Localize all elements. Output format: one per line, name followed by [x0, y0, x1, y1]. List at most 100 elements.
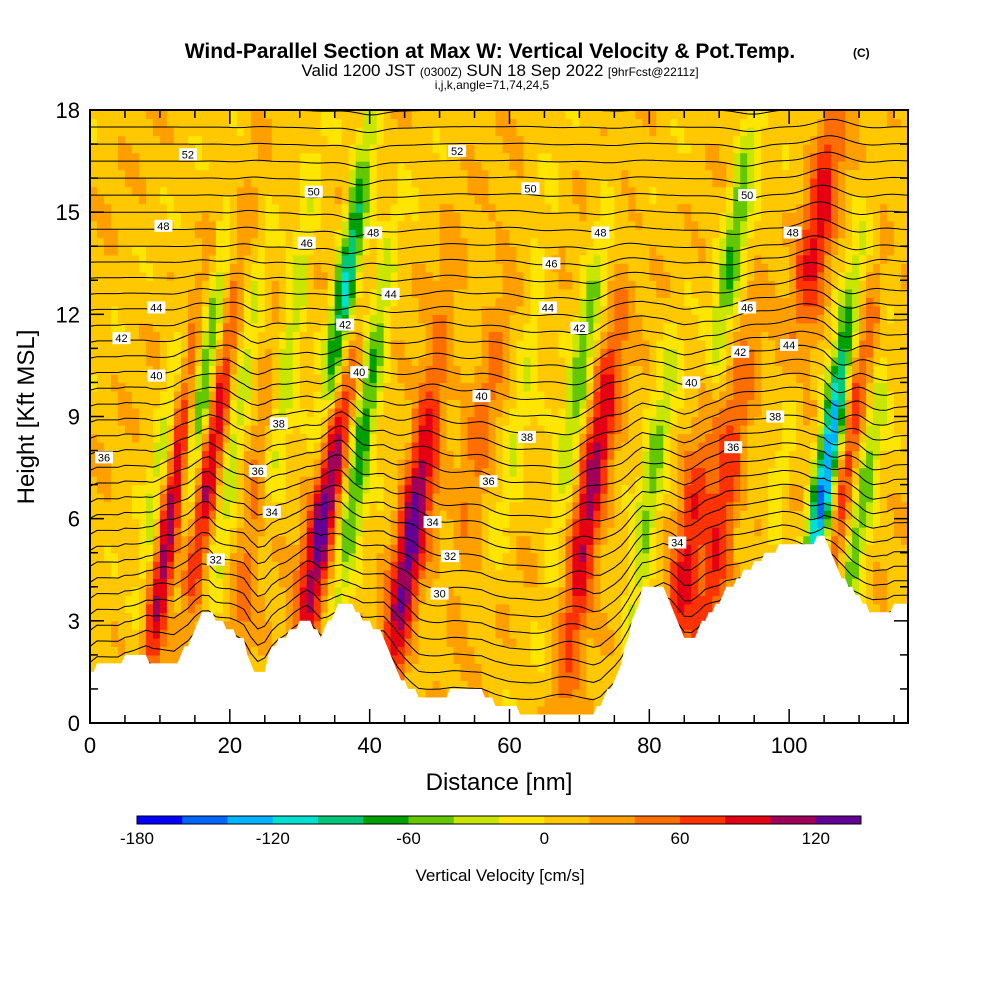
velocity-cell [474, 459, 483, 469]
velocity-cell [250, 178, 259, 188]
velocity-cell [271, 450, 280, 460]
velocity-cell [96, 467, 105, 477]
velocity-cell [502, 680, 511, 690]
velocity-cell [355, 322, 364, 332]
velocity-cell [194, 416, 203, 426]
velocity-cell [530, 229, 539, 239]
velocity-cell [446, 603, 455, 613]
velocity-cell [124, 348, 133, 358]
velocity-cell [250, 127, 259, 137]
velocity-cell [355, 535, 364, 545]
velocity-cell [572, 620, 580, 630]
velocity-cell [236, 356, 245, 367]
velocity-cell [222, 237, 231, 247]
velocity-cell [439, 348, 448, 358]
velocity-cell [530, 365, 539, 375]
velocity-cell [236, 510, 245, 520]
velocity-cell [180, 518, 189, 528]
velocity-cell [222, 331, 231, 341]
velocity-cell [292, 271, 301, 281]
velocity-cell [376, 135, 385, 145]
velocity-cell [250, 493, 259, 503]
velocity-cell [467, 297, 476, 307]
velocity-cell [320, 331, 329, 341]
velocity-cell [432, 603, 441, 613]
velocity-cell [243, 203, 252, 213]
velocity-cell [145, 450, 154, 460]
velocity-cell [460, 356, 469, 367]
velocity-cell [390, 493, 399, 503]
velocity-cell [229, 425, 238, 435]
velocity-cell [215, 356, 224, 367]
velocity-cell [215, 229, 224, 239]
velocity-cell [348, 237, 357, 247]
velocity-cell [509, 697, 518, 707]
velocity-cell [523, 229, 532, 239]
velocity-cell [313, 612, 322, 622]
velocity-cell [544, 152, 553, 162]
velocity-cell [502, 186, 511, 196]
velocity-cell [516, 399, 525, 409]
velocity-cell [376, 442, 385, 452]
velocity-cell [117, 203, 126, 213]
velocity-cell [173, 612, 182, 622]
velocity-cell [187, 203, 196, 213]
velocity-cell [117, 322, 126, 332]
velocity-cell [390, 127, 399, 137]
velocity-cell [90, 169, 98, 179]
velocity-cell [103, 339, 112, 349]
velocity-cell [439, 399, 448, 409]
velocity-cell [229, 510, 238, 520]
velocity-cell [285, 510, 294, 520]
velocity-cell [551, 663, 560, 673]
velocity-cell [439, 578, 448, 588]
velocity-cell [96, 127, 105, 137]
velocity-cell [551, 467, 560, 477]
velocity-cell [453, 569, 462, 579]
velocity-cell [474, 603, 483, 613]
velocity-cell [495, 382, 504, 392]
velocity-cell [201, 348, 210, 358]
velocity-cell [523, 654, 532, 664]
velocity-cell [152, 178, 161, 188]
velocity-cell [551, 620, 560, 630]
velocity-cell [187, 442, 196, 452]
velocity-cell [103, 135, 112, 145]
velocity-cell [90, 425, 98, 435]
velocity-cell [481, 195, 490, 205]
velocity-cell [572, 569, 580, 579]
velocity-cell [173, 535, 182, 545]
velocity-cell [103, 220, 112, 230]
velocity-cell [432, 561, 441, 571]
velocity-cell [103, 331, 112, 341]
velocity-cell [537, 339, 546, 349]
velocity-cell [194, 348, 203, 358]
velocity-cell [145, 459, 154, 469]
velocity-cell [530, 263, 539, 273]
velocity-cell [292, 152, 301, 162]
velocity-cell [327, 118, 336, 128]
velocity-cell [390, 501, 399, 511]
velocity-cell [481, 280, 490, 290]
velocity-cell [446, 561, 455, 571]
velocity-cell [488, 629, 497, 639]
velocity-cell [516, 620, 525, 630]
velocity-cell [145, 118, 154, 128]
velocity-cell [299, 484, 308, 494]
velocity-cell [222, 339, 231, 349]
velocity-cell [537, 229, 546, 239]
velocity-cell [390, 186, 399, 196]
velocity-cell [194, 544, 203, 554]
velocity-cell [292, 263, 301, 273]
velocity-cell [390, 390, 399, 401]
velocity-cell [285, 433, 294, 443]
velocity-cell [299, 127, 308, 137]
velocity-cell [558, 203, 567, 213]
velocity-cell [145, 578, 154, 588]
velocity-cell [411, 246, 420, 256]
velocity-cell [502, 518, 511, 528]
velocity-cell [376, 110, 385, 120]
velocity-cell [565, 569, 574, 579]
velocity-cell [488, 603, 497, 613]
